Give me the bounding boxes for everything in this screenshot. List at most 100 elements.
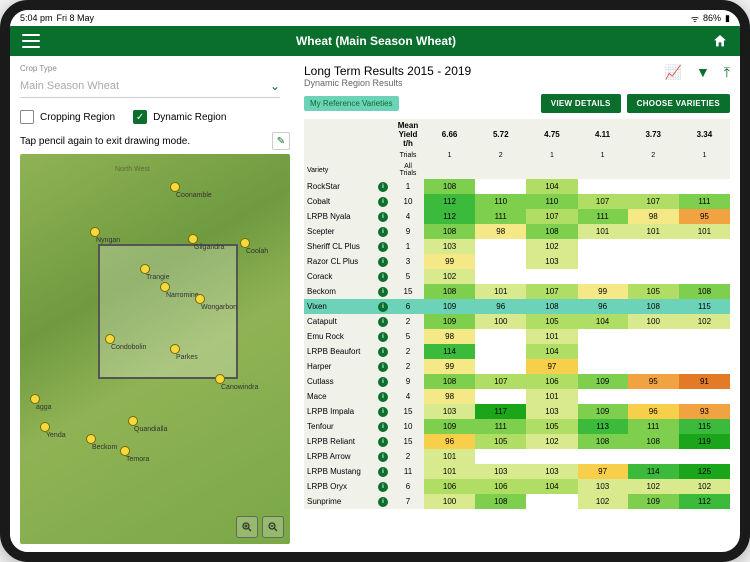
table-row[interactable]: Catapulti2109100105104100102 [304,314,730,329]
table-row[interactable]: LRPB Arrowi2101 [304,449,730,464]
info-icon[interactable]: i [378,407,388,417]
table-row[interactable]: Macei498101 [304,389,730,404]
yield-cell: 102 [679,314,730,329]
yield-cell: 96 [628,404,679,419]
table-row[interactable]: LRPB Impalai151031171031099693 [304,404,730,419]
table-row[interactable]: Cutlassi91081071061099591 [304,374,730,389]
table-row[interactable]: LRPB Relianti1596105102108108119 [304,434,730,449]
status-date: Fri 8 May [57,13,95,23]
table-row[interactable]: Sheriff CL Plusi1103102 [304,239,730,254]
yield-cell [679,269,730,284]
info-icon[interactable]: i [378,272,388,282]
info-icon[interactable]: i [378,377,388,387]
variety-name: Tenfour [304,419,374,434]
table-row[interactable]: LRPB Oryxi6106106104103102102 [304,479,730,494]
map-marker[interactable] [215,374,225,384]
map-marker[interactable] [30,394,40,404]
upload-icon[interactable]: ⤒ [724,64,730,81]
map-marker[interactable] [195,294,205,304]
results-table-container[interactable]: Mean Yield t/h6.665.724.754.113.733.34Tr… [304,119,730,552]
variety-name: Cobalt [304,194,374,209]
map-marker[interactable] [188,234,198,244]
info-icon[interactable]: i [378,212,388,222]
table-row[interactable]: LRPB Nyalai41121111071119895 [304,209,730,224]
yield-cell: 101 [628,224,679,239]
pencil-button[interactable]: ✎ [272,132,290,150]
info-icon[interactable]: i [378,182,388,192]
yield-cell: 110 [475,194,526,209]
table-row[interactable]: Harperi29997 [304,359,730,374]
yield-cell: 96 [424,434,475,449]
info-icon[interactable]: i [378,437,388,447]
trials-count: 4 [392,209,424,224]
table-row[interactable]: Razor CL Plusi399103 [304,254,730,269]
map-marker[interactable] [90,227,100,237]
menu-icon[interactable] [22,34,40,48]
info-icon[interactable]: i [378,332,388,342]
info-icon[interactable]: i [378,362,388,372]
table-row[interactable]: Coracki5102 [304,269,730,284]
yield-cell: 96 [475,299,526,314]
map-marker[interactable] [40,422,50,432]
info-icon[interactable]: i [378,257,388,267]
map-marker[interactable] [128,416,138,426]
table-row[interactable]: LRPB Beauforti2114104 [304,344,730,359]
yield-cell [475,254,526,269]
info-icon[interactable]: i [378,422,388,432]
cropping-region-checkbox[interactable] [20,110,34,124]
zoom-out-button[interactable] [262,516,284,538]
yield-cell: 100 [424,494,475,509]
info-icon[interactable]: i [378,302,388,312]
info-icon[interactable]: i [378,197,388,207]
yield-cell: 109 [424,299,475,314]
marker-label: Narromine [166,292,199,299]
yield-cell: 111 [578,209,628,224]
info-icon[interactable]: i [378,482,388,492]
info-icon[interactable]: i [378,497,388,507]
table-row[interactable]: Sunprimei7100108102109112 [304,494,730,509]
table-row[interactable]: Emu Rocki598101 [304,329,730,344]
chart-icon[interactable]: 📈 [665,64,682,81]
results-title: Long Term Results 2015 - 2019 [304,64,471,78]
yield-cell: 99 [578,284,628,299]
marker-label: Condobolin [111,344,146,351]
table-row[interactable]: Cobalti10112110110107107111 [304,194,730,209]
map-marker[interactable] [170,344,180,354]
info-icon[interactable]: i [378,317,388,327]
table-row[interactable]: Vixeni61099610896108115 [304,299,730,314]
variety-name: Corack [304,269,374,284]
dynamic-region-checkbox[interactable]: ✓ [133,110,147,124]
reference-varieties-button[interactable]: My Reference Varieties [304,96,399,111]
info-icon[interactable]: i [378,287,388,297]
table-row[interactable]: Tenfouri10109111105113111115 [304,419,730,434]
map-marker[interactable] [86,434,96,444]
info-icon[interactable]: i [378,227,388,237]
info-icon[interactable]: i [378,242,388,252]
map-marker[interactable] [240,238,250,248]
yield-cell [679,329,730,344]
info-icon[interactable]: i [378,347,388,357]
map-marker[interactable] [170,182,180,192]
info-icon[interactable]: i [378,392,388,402]
home-icon[interactable] [712,33,728,49]
table-row[interactable]: LRPB Mustangi1110110310397114125 [304,464,730,479]
map-marker[interactable] [140,264,150,274]
table-row[interactable]: Beckomi1510810110799105108 [304,284,730,299]
view-details-button[interactable]: VIEW DETAILS [541,94,621,113]
filter-icon[interactable]: ▼ [696,64,710,81]
app-header: Wheat (Main Season Wheat) [10,26,740,56]
map-marker[interactable] [105,334,115,344]
crop-type-select[interactable]: Main Season Wheat ⌄ [20,75,280,98]
map-marker[interactable] [160,282,170,292]
yield-cell: 105 [526,419,577,434]
zoom-in-button[interactable] [236,516,258,538]
map-marker[interactable] [120,446,130,456]
choose-varieties-button[interactable]: CHOOSE VARIETIES [627,94,730,113]
map[interactable]: North West CoonambleNynganGilgandraCoola… [20,154,290,544]
table-row[interactable]: RockStari1108104 [304,179,730,194]
yield-cell: 108 [424,284,475,299]
info-icon[interactable]: i [378,467,388,477]
info-icon[interactable]: i [378,452,388,462]
table-row[interactable]: Scepteri910898108101101101 [304,224,730,239]
selection-rect[interactable] [98,244,238,379]
